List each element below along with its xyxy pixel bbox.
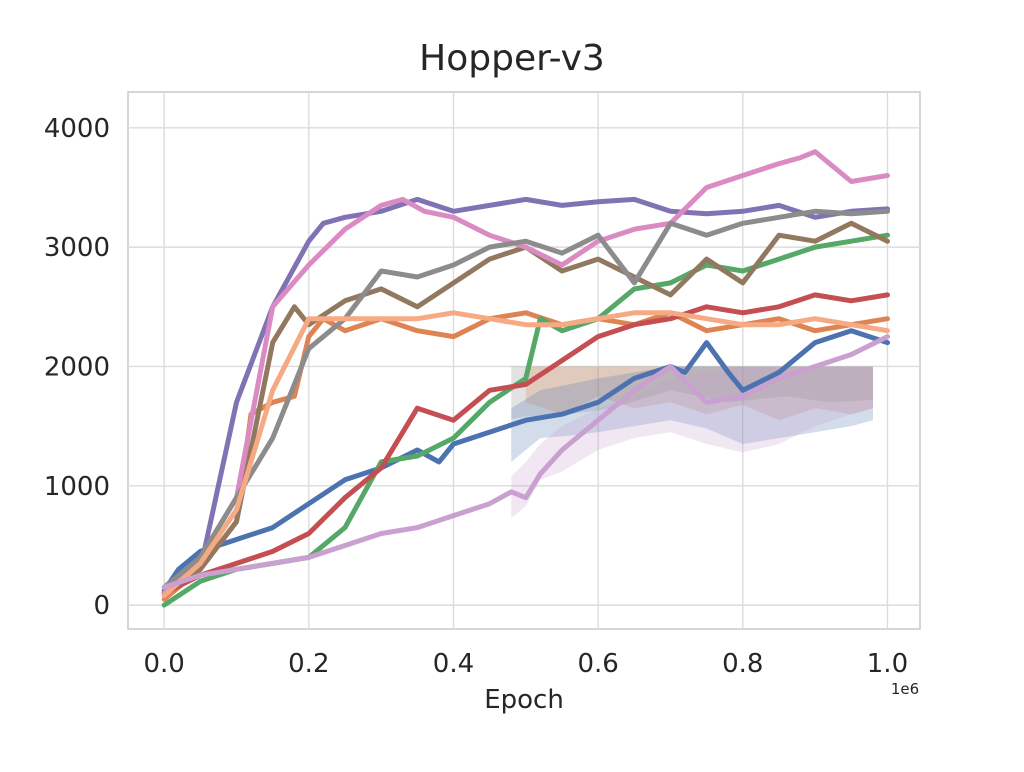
grid [128, 92, 920, 629]
series-lines [161, 149, 890, 608]
y-tick-label: 2000 [44, 352, 110, 382]
x-tick-label: 0.6 [577, 649, 618, 679]
series-line [161, 328, 890, 594]
series-line [161, 196, 890, 596]
x-tick-label: 1.0 [867, 649, 908, 679]
chart-title: Hopper-v3 [419, 38, 605, 79]
x-axis-offset-label: 1e6 [891, 680, 919, 698]
plot-area [127, 91, 921, 630]
y-axis-ticks: 0 1000 2000 3000 4000 [44, 114, 110, 621]
series-line [161, 310, 890, 599]
series-line [161, 292, 890, 596]
series-band [511, 366, 873, 518]
y-tick-label: 0 [93, 591, 110, 621]
y-tick-label: 1000 [44, 472, 110, 502]
x-tick-label: 0.0 [143, 649, 184, 679]
series-line [161, 208, 890, 590]
series-line [161, 220, 890, 596]
x-axis-ticks: 0.0 0.2 0.4 0.6 0.8 1.0 [143, 649, 908, 679]
y-tick-label: 3000 [44, 233, 110, 263]
x-tick-label: 0.2 [288, 649, 329, 679]
series-line [161, 149, 890, 596]
series-line [161, 334, 890, 590]
series-band [511, 366, 873, 462]
x-tick-label: 0.8 [722, 649, 763, 679]
x-tick-label: 0.4 [433, 649, 474, 679]
y-tick-label: 4000 [44, 114, 110, 144]
x-axis-label: Epoch [484, 685, 564, 715]
